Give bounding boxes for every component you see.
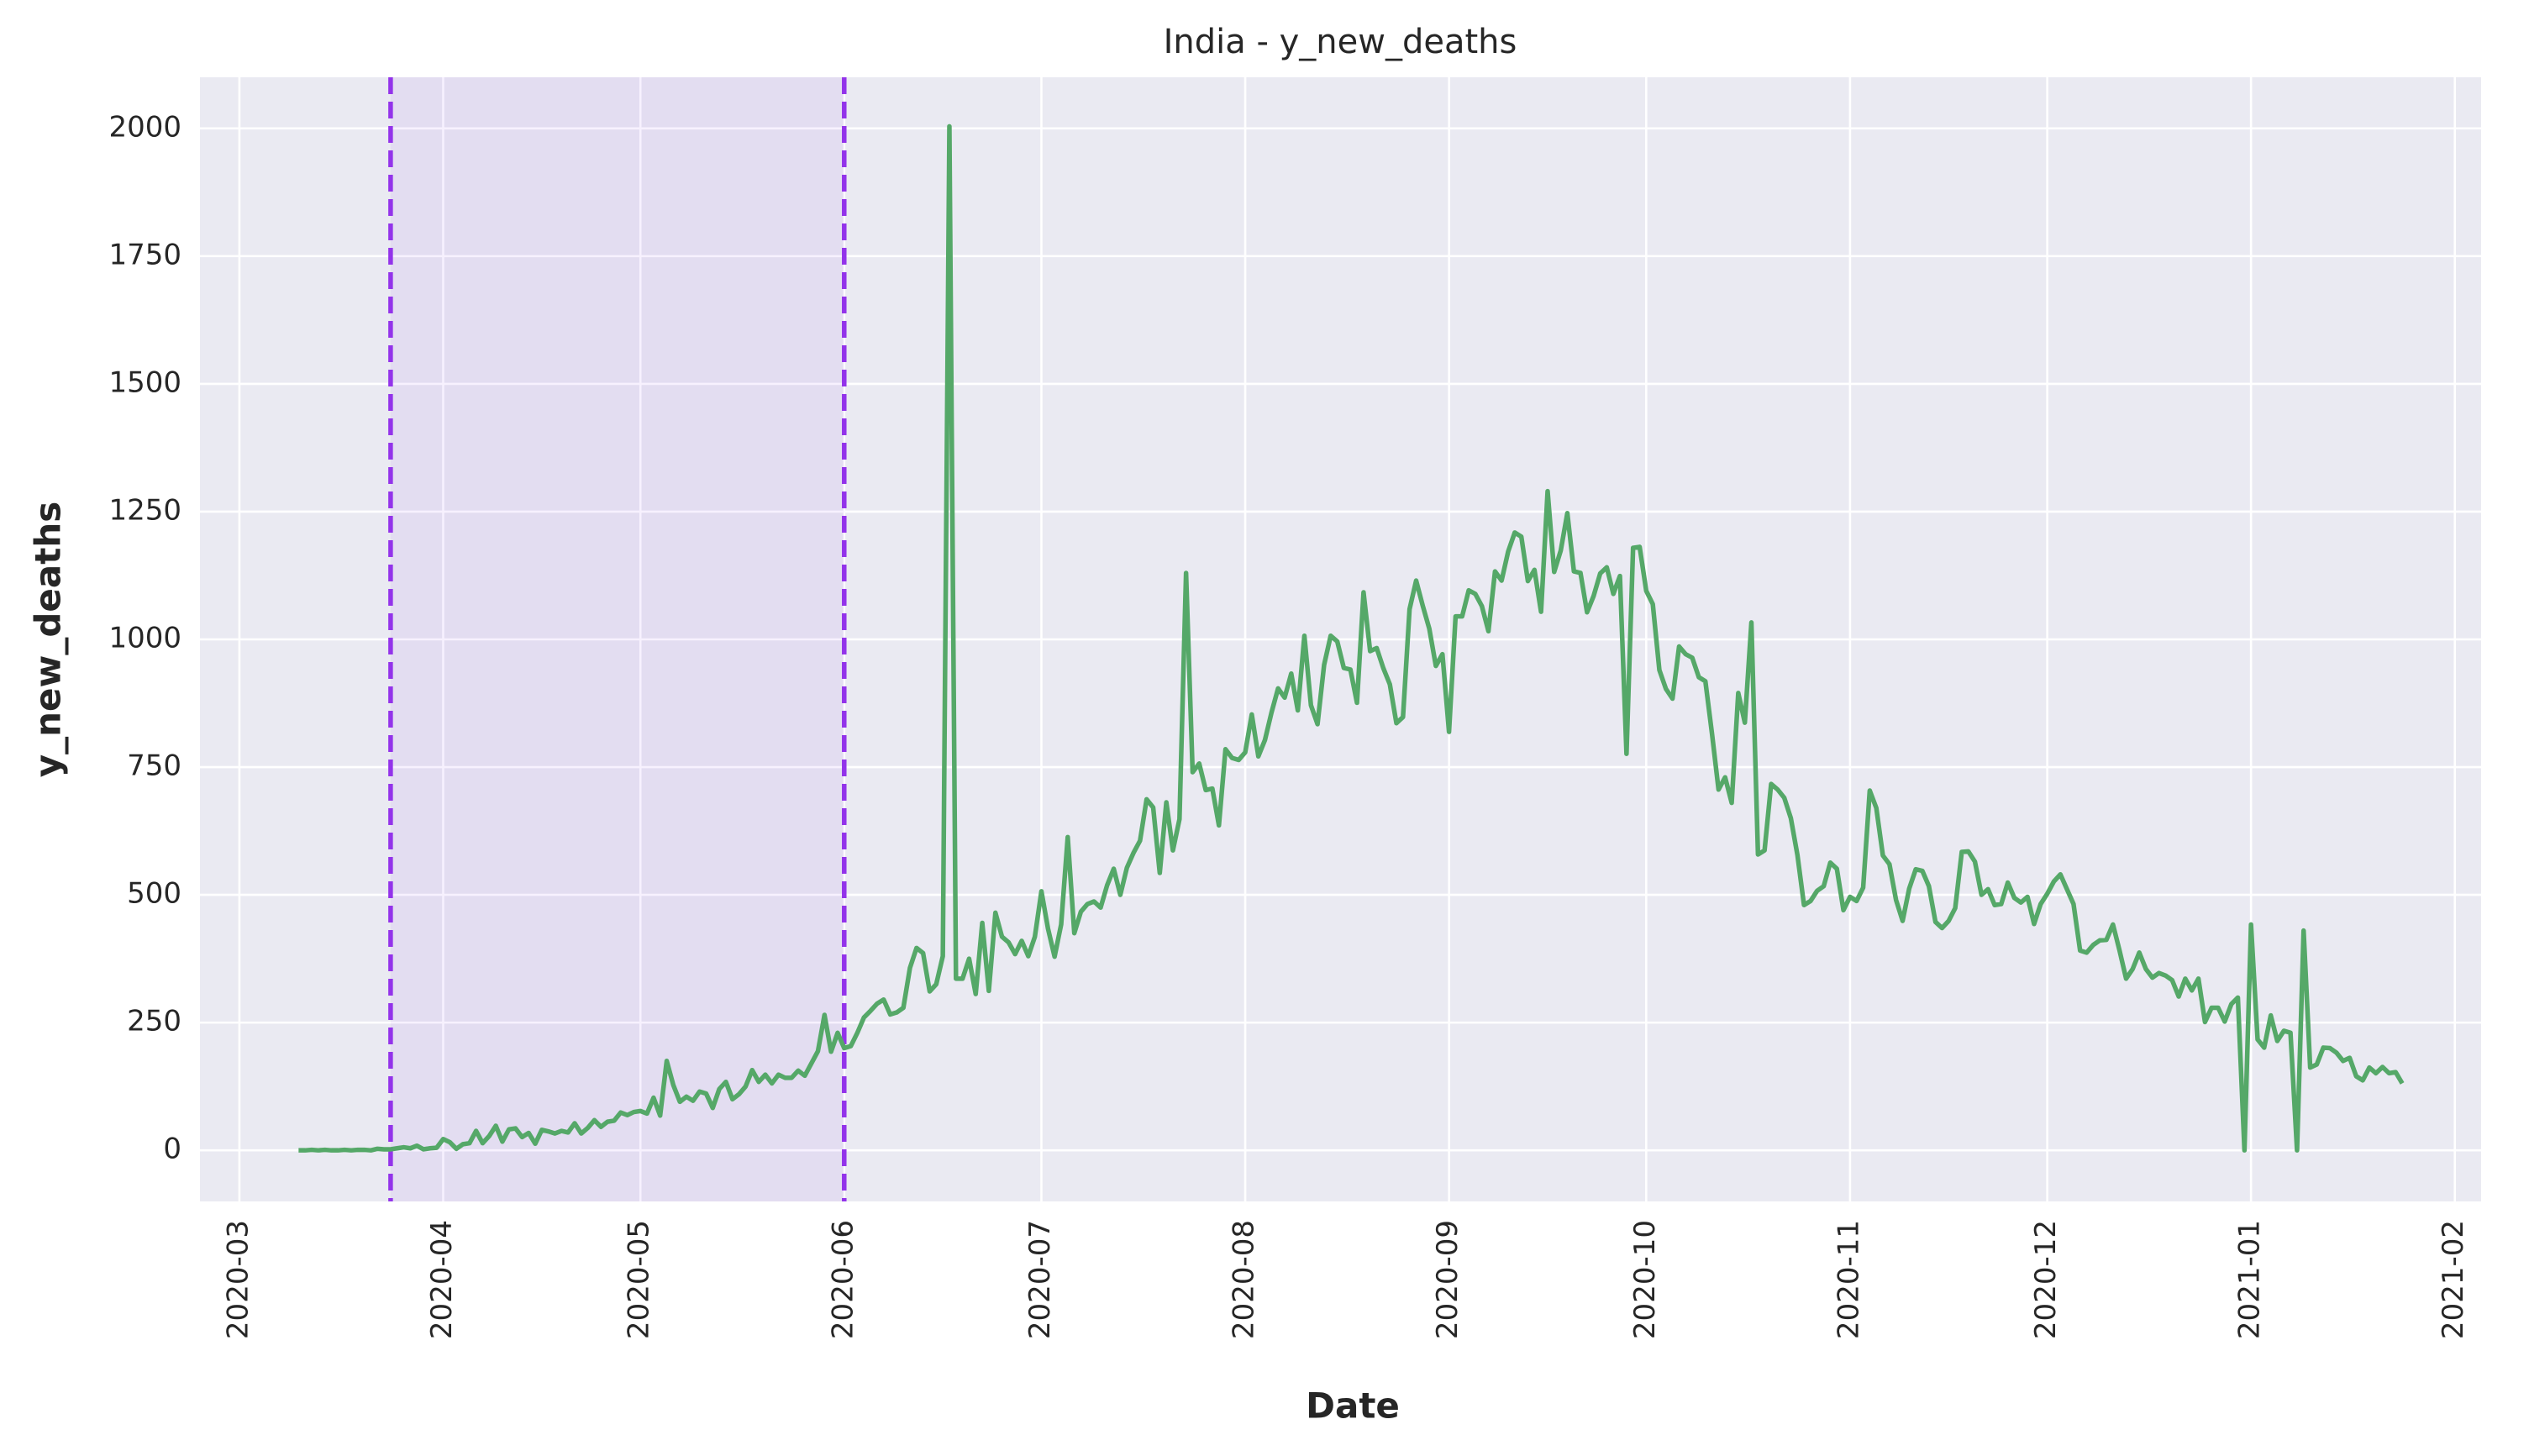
y-tick-label: 1000 (108, 622, 181, 655)
x-tick-label: 2020-07 (1023, 1220, 1057, 1339)
x-tick-label: 2020-12 (2029, 1220, 2063, 1339)
x-tick-label: 2020-04 (425, 1220, 459, 1339)
x-tick-label: 2020-06 (826, 1220, 860, 1339)
x-tick-label: 2020-09 (1431, 1220, 1464, 1339)
data-line (298, 124, 2405, 1153)
x-tick-label: 2020-05 (623, 1220, 656, 1339)
x-tick-label: 2021-02 (2437, 1220, 2470, 1339)
y-tick-label: 1500 (108, 365, 181, 399)
chart-title: India - y_new_deaths (1164, 23, 1517, 61)
y-tick-label: 750 (127, 749, 181, 783)
x-tick-label: 2020-08 (1228, 1220, 1261, 1339)
x-tick-label: 2021-01 (2233, 1220, 2267, 1339)
y-tick-label: 250 (127, 1005, 181, 1038)
y-tick-label: 1250 (108, 493, 181, 527)
y-tick-label: 0 (163, 1133, 181, 1166)
y-tick-label: 500 (127, 877, 181, 911)
x-axis-label: Date (1306, 1385, 1400, 1427)
x-tick-label: 2020-03 (221, 1220, 255, 1339)
plot-area (200, 77, 2481, 1201)
x-tick-label: 2020-10 (1628, 1220, 1662, 1339)
shaded-span (390, 77, 844, 1201)
x-tick-label: 2020-11 (1832, 1220, 1865, 1339)
y-tick-label: 1750 (108, 238, 181, 271)
y-tick-label: 2000 (108, 110, 181, 144)
y-axis-label: y_new_deaths (28, 502, 69, 777)
